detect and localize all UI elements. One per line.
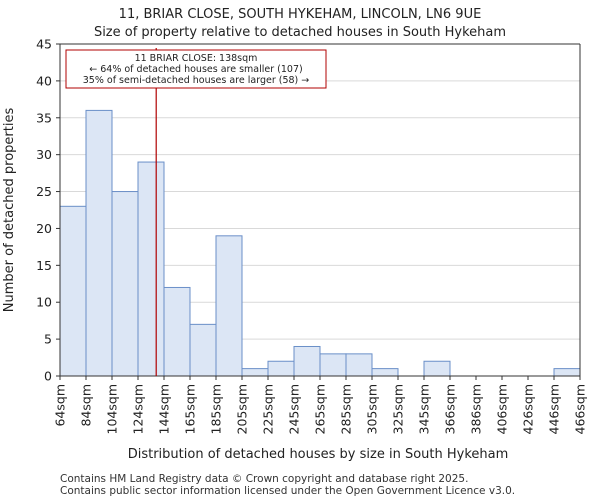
histogram-bar (59, 205, 87, 377)
x-tick-label: 345sqm (417, 384, 432, 434)
annotation-line: 11 BRIAR CLOSE: 138sqm (135, 53, 258, 64)
y-tick-label: 45 (36, 37, 52, 52)
x-tick-label: 305sqm (365, 384, 380, 434)
y-tick-label: 15 (36, 258, 52, 273)
x-tick-label: 144sqm (157, 384, 172, 434)
x-tick-label: 386sqm (469, 384, 484, 434)
histogram-bar (293, 345, 321, 377)
histogram-bar (241, 368, 269, 377)
bars-layer (59, 109, 581, 377)
histogram-bar (267, 360, 295, 377)
x-tick-label: 165sqm (183, 384, 198, 434)
histogram-bar (163, 286, 191, 377)
x-tick-label: 124sqm (131, 384, 146, 434)
y-tick-label: 5 (44, 332, 52, 347)
y-axis-label: Number of detached properties (2, 108, 17, 313)
x-tick-label: 104sqm (105, 384, 120, 434)
chart-subtitle: Size of property relative to detached ho… (94, 25, 506, 40)
x-tick-label: 245sqm (287, 384, 302, 434)
x-tick-label: 285sqm (339, 384, 354, 434)
y-tick-label: 35 (36, 110, 52, 125)
x-axis-label: Distribution of detached houses by size … (128, 447, 509, 462)
histogram-bar (423, 360, 451, 377)
footer-line-1: Contains HM Land Registry data © Crown c… (60, 473, 468, 485)
x-tick-label: 426sqm (521, 384, 536, 434)
chart-title: 11, BRIAR CLOSE, SOUTH HYKEHAM, LINCOLN,… (119, 7, 482, 22)
x-tick-label: 84sqm (79, 384, 94, 427)
x-tick-label: 406sqm (495, 384, 510, 434)
y-tick-label: 30 (36, 147, 52, 162)
histogram-bar (85, 109, 113, 377)
marker-layer: 11 BRIAR CLOSE: 138sqm← 64% of detached … (65, 48, 327, 376)
x-tick-label: 466sqm (573, 384, 588, 434)
histogram-bar (111, 191, 139, 377)
annotation-line: 35% of semi-detached houses are larger (… (83, 75, 310, 86)
annotation-box (65, 49, 327, 89)
x-tick-label: 446sqm (547, 384, 562, 434)
axes-layer (59, 43, 581, 377)
x-tick-label: 325sqm (391, 384, 406, 434)
y-tick-label: 40 (36, 73, 52, 88)
x-tick-label: 265sqm (313, 384, 328, 434)
histogram-bar (137, 161, 165, 377)
footer-line-2: Contains public sector information licen… (60, 485, 515, 497)
y-tick-label: 0 (44, 369, 52, 384)
annotation-line: ← 64% of detached houses are smaller (10… (89, 64, 302, 75)
histogram-bar (345, 353, 373, 377)
x-tick-label: 185sqm (209, 384, 224, 434)
histogram-bar (215, 235, 243, 377)
x-tick-label: 366sqm (443, 384, 458, 434)
y-tick-label: 25 (36, 184, 52, 199)
x-tick-label: 64sqm (53, 384, 68, 427)
histogram-bar (371, 368, 399, 377)
histogram-bar (189, 323, 217, 377)
histogram-bar (319, 353, 347, 377)
x-tick-label: 225sqm (261, 384, 276, 434)
x-tick-label: 205sqm (235, 384, 250, 434)
histogram-bar (553, 368, 581, 377)
y-tick-label: 20 (36, 221, 52, 236)
ticks-layer: 0 5 10 15 20 25 30 35 40 45 64sqm 84sqm 104sqm 124sqm… (36, 37, 587, 435)
y-tick-label: 10 (36, 295, 52, 310)
